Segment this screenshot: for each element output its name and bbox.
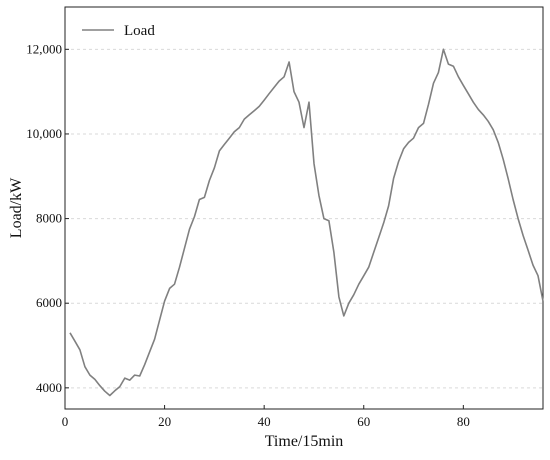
x-axis-ticks: 0 20 40 60 80 <box>62 405 470 429</box>
x-tick-label: 60 <box>357 414 370 429</box>
y-tick-label: 10,000 <box>26 126 62 141</box>
x-tick-label: 0 <box>62 414 69 429</box>
x-tick-label: 80 <box>457 414 470 429</box>
legend-label-load: Load <box>124 23 155 39</box>
y-axis-title: Load/kW <box>8 177 25 238</box>
y-tick-label: 12,000 <box>26 41 62 56</box>
x-tick-label: 20 <box>158 414 171 429</box>
gridlines <box>65 48 543 389</box>
legend: Load <box>82 23 155 39</box>
x-axis-title: Time/15min <box>265 433 344 450</box>
y-tick-label: 4000 <box>36 380 62 395</box>
y-axis-ticks: 4000 6000 8000 10,000 12,000 <box>26 41 69 395</box>
series-line-load <box>69 48 544 397</box>
plot-frame <box>64 6 544 410</box>
x-tick-label: 40 <box>258 414 271 429</box>
y-tick-label: 8000 <box>36 211 62 226</box>
y-tick-label: 6000 <box>36 295 62 310</box>
